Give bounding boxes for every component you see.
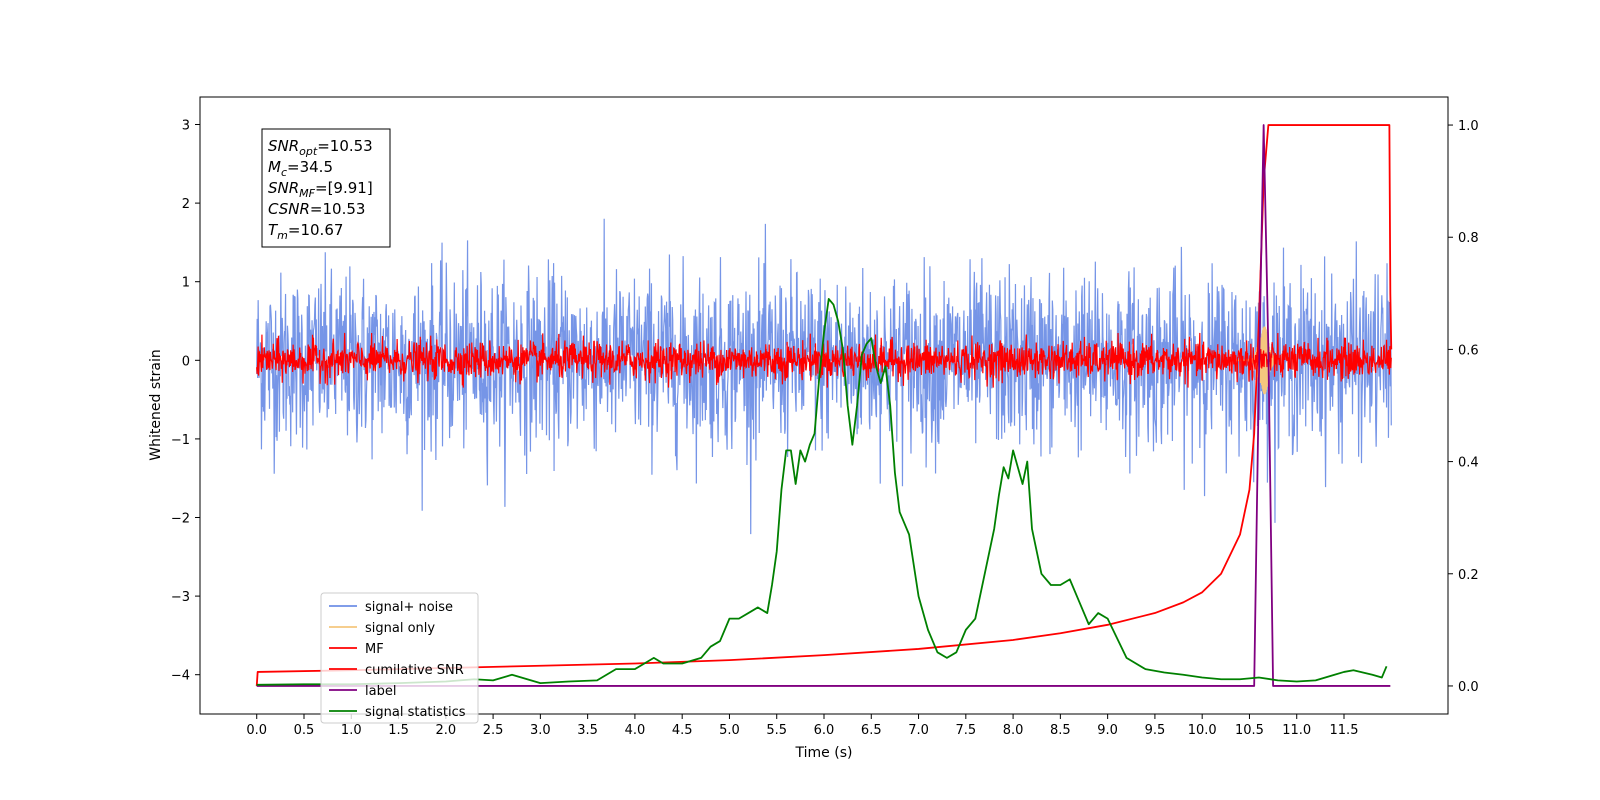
- x-tick-label: 2.0: [435, 723, 456, 738]
- annotation-line: Mc=34.5: [268, 158, 333, 179]
- y-axis-label-left: Whitened strain: [148, 349, 164, 460]
- legend-entry: signal statistics: [365, 705, 466, 720]
- y-right-tick-label: 1.0: [1458, 119, 1479, 134]
- x-tick-label: 8.5: [1050, 723, 1071, 738]
- x-tick-label: 0.0: [246, 723, 267, 738]
- series-line: [256, 298, 1388, 686]
- x-tick-label: 5.0: [719, 723, 740, 738]
- legend: signal+ noise signal only MF cumilative SNR…: [320, 592, 479, 724]
- series-layer: [255, 124, 1393, 687]
- x-tick-label: 10.5: [1235, 723, 1264, 738]
- series-line: [256, 332, 1392, 388]
- y-axis-right: 0.0 0.2 0.4 0.6 0.8 1.0: [1448, 119, 1479, 695]
- y-left-tick-label: 0: [182, 354, 190, 369]
- y-left-tick-label: −1: [171, 433, 190, 448]
- y-right-tick-label: 0.0: [1458, 680, 1479, 695]
- x-axis: 0.0 0.5 1.0 1.5 2.0 2.5 3.0 3.5 4.0 4.5 5.0 5.5 6.0 6…: [246, 714, 1358, 738]
- y-left-tick-label: −2: [171, 512, 190, 527]
- y-right-tick-label: 0.4: [1458, 456, 1479, 471]
- x-axis-label: Time (s): [795, 745, 853, 761]
- x-tick-label: 10.0: [1188, 723, 1217, 738]
- annotation-box: SNRopt=10.53Mc=34.5SNRMF=[9.91]CSNR=10.5…: [261, 128, 391, 248]
- legend-entry: signal+ noise: [365, 600, 453, 615]
- x-tick-label: 7.5: [955, 723, 976, 738]
- x-tick-label: 9.5: [1145, 723, 1166, 738]
- annotation-line: CSNR=10.53: [268, 200, 365, 218]
- x-tick-label: 2.5: [483, 723, 504, 738]
- x-tick-label: 3.5: [577, 723, 598, 738]
- series-line: [256, 124, 1391, 687]
- x-tick-label: 9.0: [1097, 723, 1118, 738]
- legend-entry: signal only: [365, 621, 435, 636]
- annotation-line: SNRMF=[9.91]: [268, 179, 373, 200]
- annotation-line: SNRopt=10.53: [268, 137, 373, 158]
- y-axis-left: −4 −3 −2 −1 0 1 2 3: [171, 119, 200, 684]
- x-tick-label: 3.0: [530, 723, 551, 738]
- x-tick-label: 6.0: [814, 723, 835, 738]
- y-right-tick-label: 0.2: [1458, 568, 1479, 583]
- series-line: [255, 124, 1393, 687]
- y-left-tick-label: 2: [182, 197, 190, 212]
- x-tick-label: 6.5: [861, 723, 882, 738]
- legend-entry: label: [365, 684, 396, 699]
- y-left-tick-label: −3: [171, 590, 190, 605]
- x-tick-label: 11.0: [1282, 723, 1311, 738]
- annotation-frame: [261, 128, 391, 248]
- annotation-line: Tm=10.67: [268, 221, 343, 242]
- legend-entry: MF: [365, 642, 384, 657]
- x-tick-label: 1.5: [388, 723, 409, 738]
- x-tick-label: 8.0: [1003, 723, 1024, 738]
- x-tick-label: 1.0: [341, 723, 362, 738]
- x-tick-label: 0.5: [294, 723, 315, 738]
- x-tick-label: 7.0: [908, 723, 929, 738]
- y-left-tick-label: 3: [182, 119, 190, 134]
- x-tick-label: 4.5: [672, 723, 693, 738]
- x-tick-label: 5.5: [766, 723, 787, 738]
- x-tick-label: 11.5: [1330, 723, 1359, 738]
- y-right-tick-label: 0.8: [1458, 231, 1479, 246]
- y-right-tick-label: 0.6: [1458, 343, 1479, 358]
- legend-entry: cumilative SNR: [365, 663, 464, 678]
- y-left-tick-label: 1: [182, 276, 190, 291]
- legend-frame: [320, 592, 479, 724]
- x-tick-label: 4.0: [625, 723, 646, 738]
- y-left-tick-label: −4: [171, 669, 190, 684]
